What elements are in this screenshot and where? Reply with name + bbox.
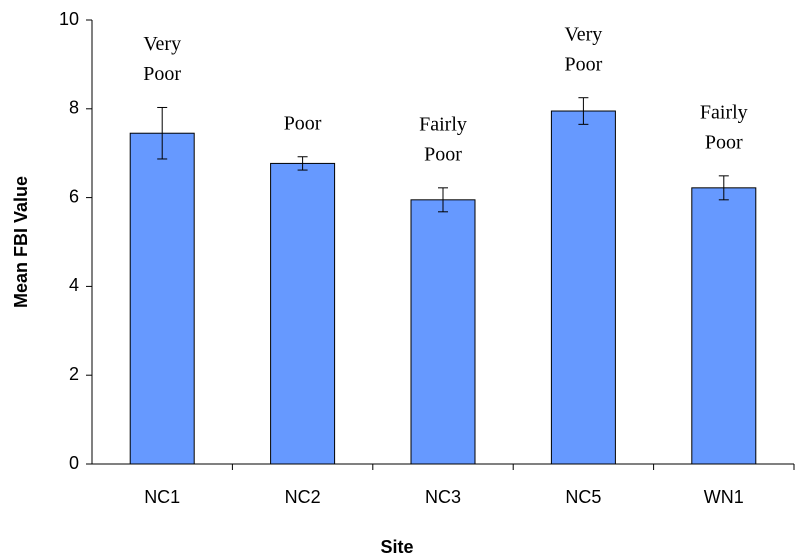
bar bbox=[129, 132, 195, 465]
annotation: Fairly bbox=[700, 101, 748, 123]
annotation: Poor bbox=[424, 143, 462, 165]
error-bar bbox=[297, 156, 308, 171]
x-tick-label: NC3 bbox=[425, 487, 461, 507]
y-tick-label: 8 bbox=[69, 98, 79, 118]
y-tick-label: 10 bbox=[59, 9, 79, 29]
error-bar bbox=[438, 187, 448, 213]
error-bar bbox=[157, 106, 168, 160]
x-tick-label: NC1 bbox=[144, 487, 180, 507]
annotation: Poor bbox=[143, 63, 181, 85]
x-tick-label: NC2 bbox=[285, 487, 321, 507]
x-tick-label: WN1 bbox=[704, 487, 744, 507]
y-tick-label: 4 bbox=[69, 275, 79, 295]
annotation: Fairly bbox=[419, 113, 467, 135]
y-axis-title: Mean FBI Value bbox=[11, 176, 31, 308]
y-tick-label: 6 bbox=[69, 186, 79, 206]
x-axis-title: Site bbox=[380, 537, 413, 557]
error-bar bbox=[578, 97, 589, 125]
y-tick-label: 0 bbox=[69, 453, 79, 473]
y-tick-label: 2 bbox=[69, 364, 79, 384]
annotation: Very bbox=[143, 33, 181, 55]
error-bar bbox=[718, 175, 729, 201]
bar bbox=[550, 110, 616, 465]
bar bbox=[270, 162, 336, 465]
annotation: Very bbox=[565, 23, 603, 45]
bar bbox=[691, 187, 757, 465]
annotation: Poor bbox=[284, 112, 322, 134]
annotation: Poor bbox=[705, 131, 743, 153]
bar bbox=[410, 199, 476, 465]
annotation: Poor bbox=[565, 53, 603, 75]
x-tick-label: NC5 bbox=[565, 487, 601, 507]
